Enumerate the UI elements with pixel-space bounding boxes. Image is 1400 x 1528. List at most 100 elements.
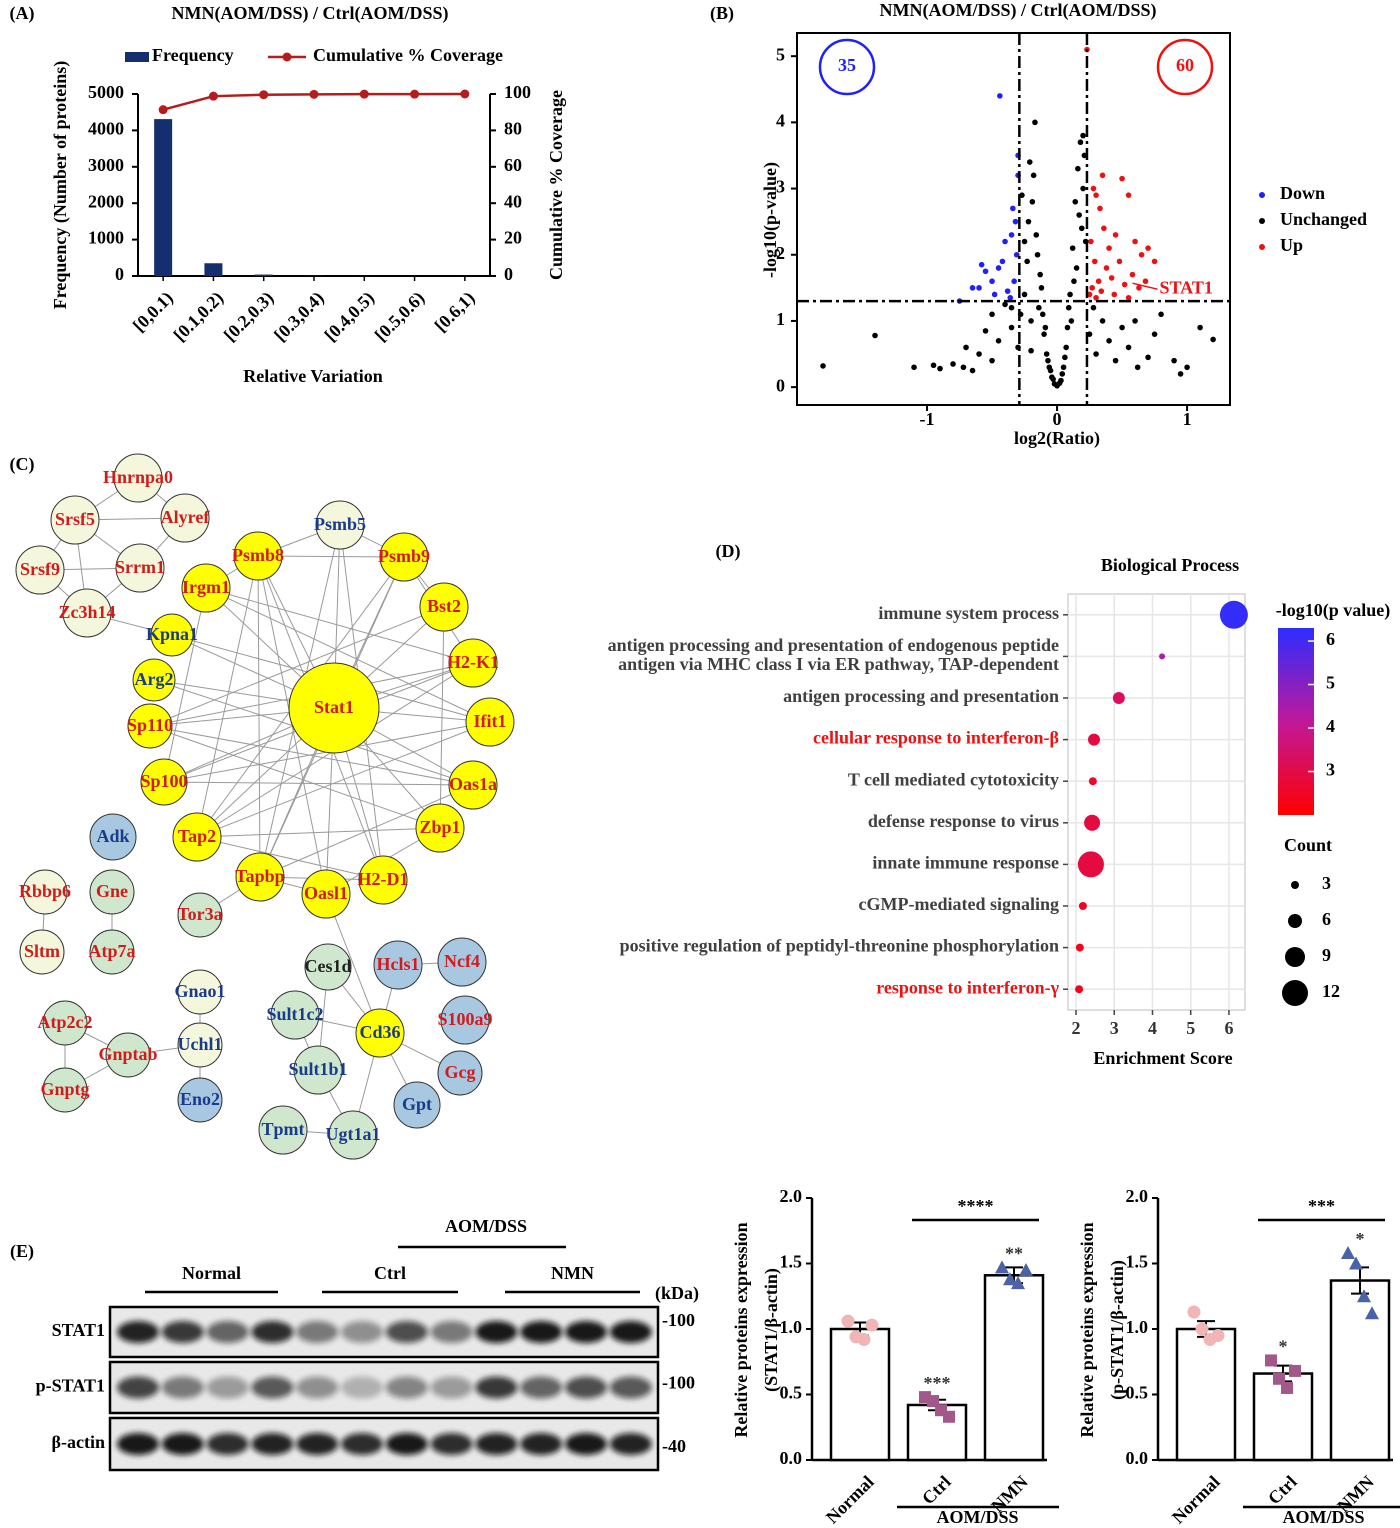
node [235,852,285,902]
node-label: Eno2 [180,1089,220,1109]
scatter-point [937,365,943,372]
scatter-point [1119,324,1125,331]
bar [983,1274,1045,1462]
size-legend-label: 12 [1322,981,1340,1001]
scatter-point [1026,159,1033,165]
scatter-point [1106,245,1112,251]
bar [254,274,273,276]
band [609,1433,652,1455]
data-point [943,1410,955,1423]
scatter-point [1011,278,1017,285]
scatter-point [1090,185,1097,192]
data-point [857,1332,871,1346]
node [172,812,222,862]
node-label: Atp7a [88,941,135,961]
scatter-point [1093,294,1099,301]
dot [1087,733,1100,746]
dot [1159,653,1166,660]
node-label: Oas1a [449,774,497,794]
y-axis-label: Relative proteins expression [731,1222,751,1437]
legend-marker [1259,218,1265,224]
node [437,1050,483,1096]
node-label: S100a9 [437,1009,492,1029]
node-label: Sltm [24,941,60,961]
scatter-point [1073,265,1080,271]
scatter-point [1008,232,1015,238]
scatter-point [1108,275,1115,281]
scatter-point [1008,304,1015,311]
dot [1084,814,1101,831]
scatter-point [1043,351,1050,357]
significance-label: * [1279,1337,1288,1357]
y-tick-label: 2 [776,243,785,263]
scatter-point [1062,354,1068,361]
band [475,1433,518,1455]
x-tick-label: [0.1,0.2) [170,288,228,346]
scatter-point [1029,198,1036,205]
node-label: Bst2 [427,596,461,616]
scatter-point [1024,258,1030,265]
bar [1329,1279,1391,1462]
node [448,760,498,810]
edge [257,555,261,878]
data-point [1289,1364,1301,1377]
edge [149,606,445,727]
line-point [309,89,319,99]
band [341,1376,383,1399]
node-label: Srsf5 [55,509,95,529]
y-tick-label: T cell mediated cytotoxicity [848,769,1059,789]
scatter-point [1138,251,1145,258]
scatter-point [1012,218,1019,225]
x-tick-label: 6 [1224,1018,1233,1038]
edge [163,587,207,783]
node-label: Ifit1 [474,711,507,731]
node [177,969,223,1015]
scatter-point [1028,318,1034,324]
scatter-point [1025,218,1032,225]
node [177,892,223,938]
plot-frame [796,32,1231,406]
node [301,869,351,919]
band [251,1321,294,1343]
chart-title: NMN(AOM/DSS) / Ctrl(AOM/DSS) [880,0,1157,21]
band [520,1321,563,1343]
x-axis-label: Enrichment Score [1093,1048,1232,1068]
node [270,990,320,1040]
colorbar-tick-label: 6 [1326,629,1335,649]
y-tick-label: response to interferon-γ [876,977,1059,997]
count-label: 35 [838,55,856,75]
scatter-point [1132,318,1138,324]
edge [196,721,491,838]
scatter-point [989,278,995,285]
y2-tick-label: 60 [504,155,522,175]
legend-marker [1259,192,1265,198]
scatter-point [1078,225,1085,232]
group-label: AOM/DSS [1282,1507,1364,1527]
edge [163,781,474,786]
data-point [927,1395,939,1408]
size-legend-label: 3 [1322,873,1331,893]
scatter-point [1088,238,1094,245]
scatter-point [1089,285,1095,291]
line-point [460,89,470,99]
scatter-point [930,362,937,369]
scatter-point [1039,311,1046,318]
edge [196,827,441,838]
band [609,1376,652,1399]
scatter-point [1063,344,1069,351]
scatter-point [1034,251,1041,258]
node [42,1067,88,1113]
data-point [1211,1329,1225,1343]
scatter-point [989,311,995,318]
y-tick-label: 1.0 [1126,1317,1149,1337]
line-point [359,89,369,99]
data-point [1341,1246,1355,1260]
data-point [1365,1306,1379,1320]
y2-tick-label: 100 [504,82,531,102]
band [341,1433,383,1455]
y-tick-label: 4 [776,110,785,130]
y-tick-label: 1.0 [780,1317,803,1337]
x-tick-label: Normal [822,1472,878,1528]
band [430,1321,473,1343]
scatter-point [1021,291,1028,298]
